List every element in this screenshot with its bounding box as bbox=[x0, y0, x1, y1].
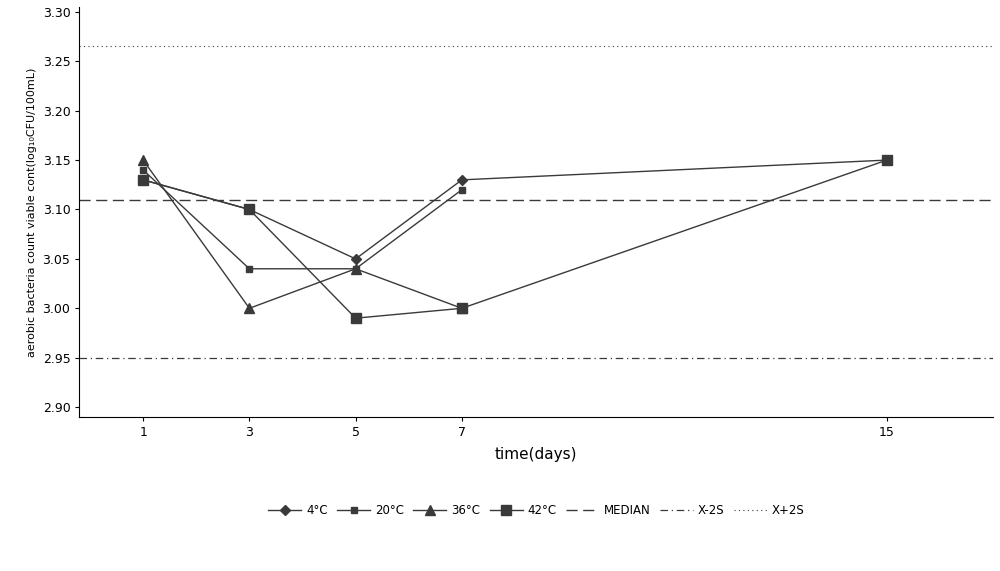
Y-axis label: aerobic bacteria count viable cont(log₁₀CFU/100mL): aerobic bacteria count viable cont(log₁₀… bbox=[27, 67, 37, 357]
Legend: 4°C, 20°C, 36°C, 42°C, MEDIAN, X-2S, X+2S: 4°C, 20°C, 36°C, 42°C, MEDIAN, X-2S, X+2… bbox=[264, 500, 809, 522]
X-axis label: time(days): time(days) bbox=[495, 447, 577, 463]
